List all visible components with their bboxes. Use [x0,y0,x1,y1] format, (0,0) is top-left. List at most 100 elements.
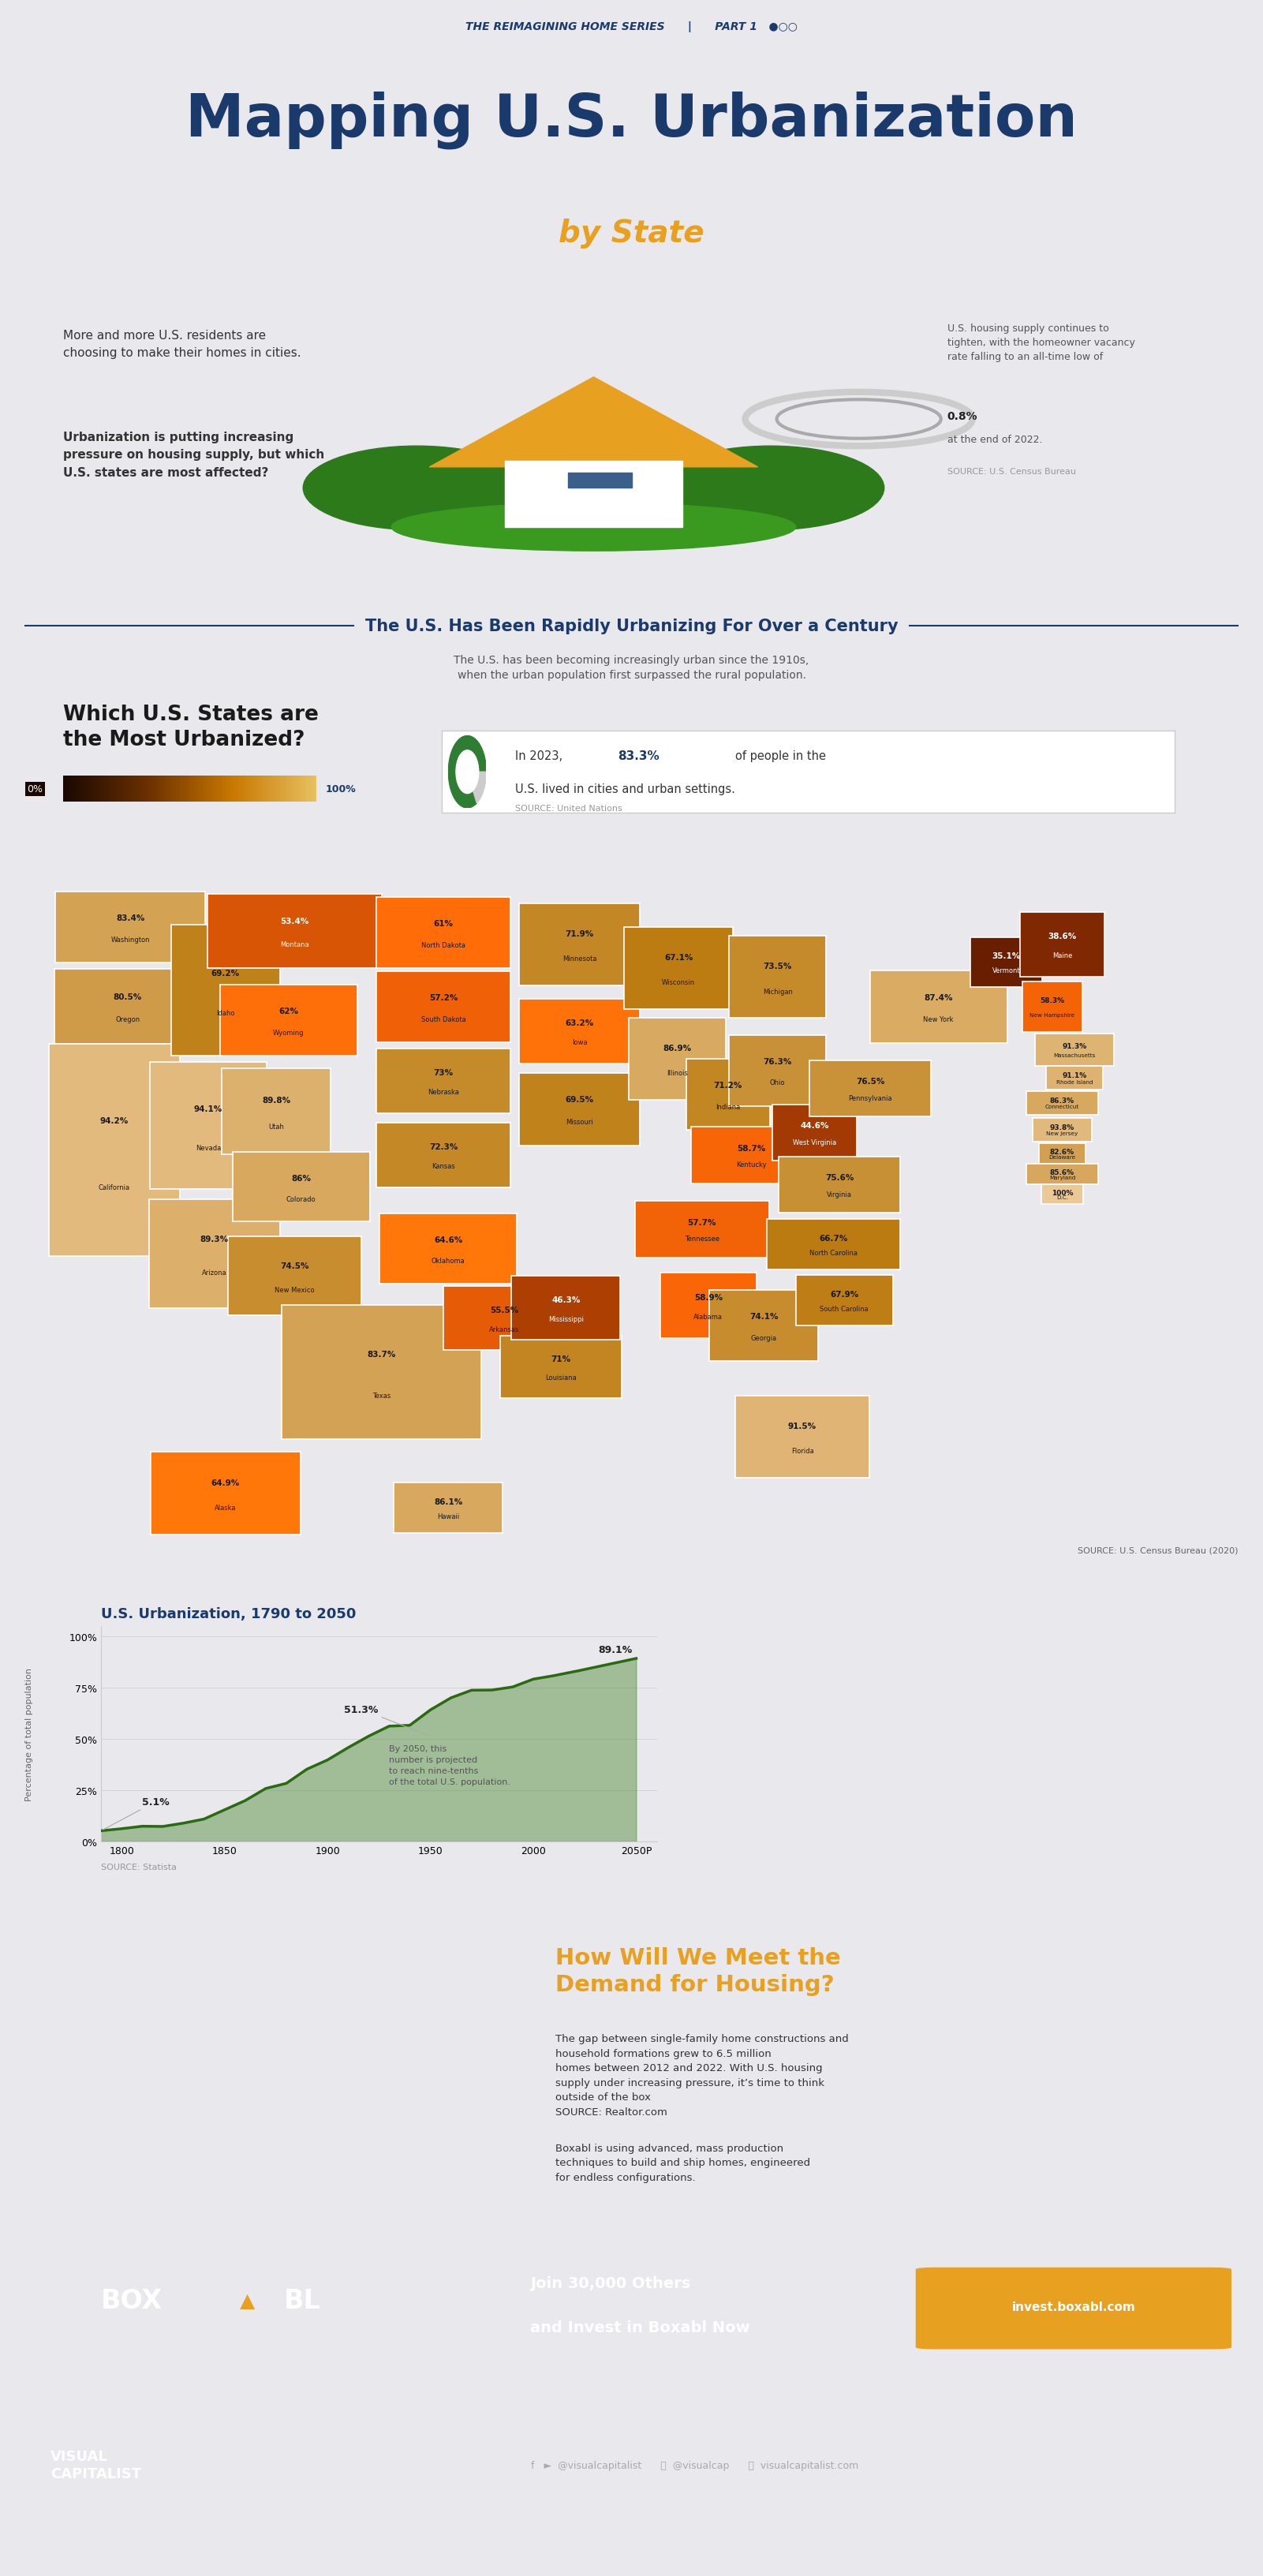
FancyBboxPatch shape [150,1061,266,1190]
Text: Indiana: Indiana [716,1103,740,1110]
FancyBboxPatch shape [1027,1092,1098,1115]
Text: Colorado: Colorado [287,1195,316,1203]
FancyBboxPatch shape [779,1157,901,1213]
Text: 86.1%: 86.1% [434,1497,462,1507]
Text: 89.1%: 89.1% [599,1646,633,1656]
Text: 74.5%: 74.5% [280,1262,309,1270]
FancyBboxPatch shape [519,904,640,987]
Text: Join 30,000 Others: Join 30,000 Others [530,2275,691,2290]
Text: 71%: 71% [551,1355,571,1363]
Text: at the end of 2022.: at the end of 2022. [947,435,1042,446]
Text: Rhode Island: Rhode Island [1056,1079,1092,1084]
FancyBboxPatch shape [710,1291,818,1363]
Text: by State: by State [558,219,705,250]
Text: New Mexico: New Mexico [275,1285,314,1293]
Text: Iowa: Iowa [572,1038,587,1046]
Text: Washington: Washington [111,935,150,943]
FancyBboxPatch shape [512,1275,620,1340]
Text: Pennsylvania: Pennsylvania [849,1095,893,1103]
FancyBboxPatch shape [48,1043,179,1257]
Text: California: California [99,1185,130,1190]
Text: Percentage of total population: Percentage of total population [25,1667,33,1801]
FancyBboxPatch shape [735,1396,869,1479]
Text: 5.1%: 5.1% [104,1795,169,1829]
Text: 89.3%: 89.3% [200,1236,229,1244]
Text: North Carolina: North Carolina [810,1249,858,1257]
Text: 73.5%: 73.5% [763,963,792,971]
FancyBboxPatch shape [150,1453,301,1535]
Text: f   ►  @visualcapitalist      🐦  @visualcap      🌐  visualcapitalist.com: f ► @visualcapitalist 🐦 @visualcap 🌐 vis… [530,2460,859,2470]
FancyBboxPatch shape [376,1123,510,1188]
FancyBboxPatch shape [232,1151,370,1221]
Text: 57.2%: 57.2% [429,994,457,1002]
Text: Hawaii: Hawaii [437,1512,460,1520]
Text: D.C.: D.C. [1056,1195,1068,1200]
FancyBboxPatch shape [629,1018,725,1100]
Text: Maryland: Maryland [1050,1175,1075,1180]
FancyBboxPatch shape [916,2267,1231,2349]
Text: 58.9%: 58.9% [693,1293,722,1301]
FancyBboxPatch shape [1038,1144,1086,1164]
Text: U.S. lived in cities and urban settings.: U.S. lived in cities and urban settings. [515,783,735,796]
FancyBboxPatch shape [282,1306,481,1440]
Text: Urban Percentage of the Population: Urban Percentage of the Population [63,775,278,788]
Text: 76.3%: 76.3% [763,1059,792,1066]
Text: 100%: 100% [326,783,356,793]
Text: South Dakota: South Dakota [421,1015,466,1023]
Text: New Jersey: New Jersey [1046,1131,1079,1136]
Text: The U.S. Has Been Rapidly Urbanizing For Over a Century: The U.S. Has Been Rapidly Urbanizing For… [365,618,898,634]
Text: and Invest in Boxabl Now: and Invest in Boxabl Now [530,2318,750,2334]
FancyBboxPatch shape [220,984,357,1056]
FancyBboxPatch shape [1046,1066,1103,1090]
Text: Which U.S. States are
the Most Urbanized?: Which U.S. States are the Most Urbanized… [63,703,318,750]
Text: SOURCE: Statista: SOURCE: Statista [101,1862,177,1870]
Text: SOURCE: United Nations: SOURCE: United Nations [515,804,623,811]
Text: 58.7%: 58.7% [738,1144,765,1151]
Text: West Virginia: West Virginia [793,1139,836,1146]
Text: 0%: 0% [28,783,43,793]
Text: 91.5%: 91.5% [788,1422,817,1430]
Text: Wisconsin: Wisconsin [662,979,695,987]
Text: Kansas: Kansas [432,1162,455,1170]
Text: By 2050, this
number is projected
to reach nine-tenths
of the total U.S. populat: By 2050, this number is projected to rea… [389,1744,510,1785]
FancyBboxPatch shape [870,971,1007,1043]
Text: VISUAL
CAPITALIST: VISUAL CAPITALIST [51,2450,141,2481]
FancyBboxPatch shape [500,1337,621,1399]
Text: 61%: 61% [433,920,453,927]
Text: U.S. Urbanization, 1790 to 2050: U.S. Urbanization, 1790 to 2050 [101,1607,356,1620]
Text: 67.9%: 67.9% [830,1291,859,1298]
FancyBboxPatch shape [686,1059,770,1131]
Text: Mississippi: Mississippi [548,1316,584,1321]
Text: Minnesota: Minnesota [562,956,596,963]
Text: 85.6%: 85.6% [1050,1170,1075,1175]
Text: 89.8%: 89.8% [261,1097,290,1105]
FancyBboxPatch shape [729,935,826,1018]
Text: South Carolina: South Carolina [820,1306,869,1314]
Text: Boxabl is using advanced, mass production
techniques to build and ship homes, en: Boxabl is using advanced, mass productio… [556,2143,811,2182]
Text: 83.3%: 83.3% [618,750,659,762]
Text: 94.2%: 94.2% [100,1118,129,1126]
Text: Florida: Florida [791,1448,813,1455]
Text: Virginia: Virginia [827,1190,853,1198]
Text: 71.9%: 71.9% [566,930,594,938]
Text: New York: New York [923,1015,954,1023]
Text: How Will We Meet the
Demand for Housing?: How Will We Meet the Demand for Housing? [556,1947,841,1996]
FancyBboxPatch shape [376,971,510,1043]
Text: Idaho: Idaho [216,1010,235,1018]
Text: 87.4%: 87.4% [925,994,952,1002]
Text: Alaska: Alaska [215,1504,236,1512]
Text: SOURCE: U.S. Census Bureau (2020): SOURCE: U.S. Census Bureau (2020) [1077,1546,1238,1553]
Text: 55.5%: 55.5% [490,1306,518,1314]
Text: Massachusetts: Massachusetts [1053,1054,1096,1059]
Text: 75.6%: 75.6% [825,1175,854,1182]
Text: Michigan: Michigan [763,989,792,994]
Text: Tennessee: Tennessee [685,1236,720,1242]
Text: 76.5%: 76.5% [856,1077,885,1084]
FancyBboxPatch shape [796,1275,893,1327]
Text: 51.3%: 51.3% [344,1705,428,1736]
Text: 64.9%: 64.9% [211,1479,240,1486]
FancyBboxPatch shape [729,1036,826,1108]
Text: 91.3%: 91.3% [1062,1043,1087,1051]
Text: The gap between single-family home constructions and
household formations grew t: The gap between single-family home const… [556,2032,849,2117]
Text: North Dakota: North Dakota [422,940,466,948]
